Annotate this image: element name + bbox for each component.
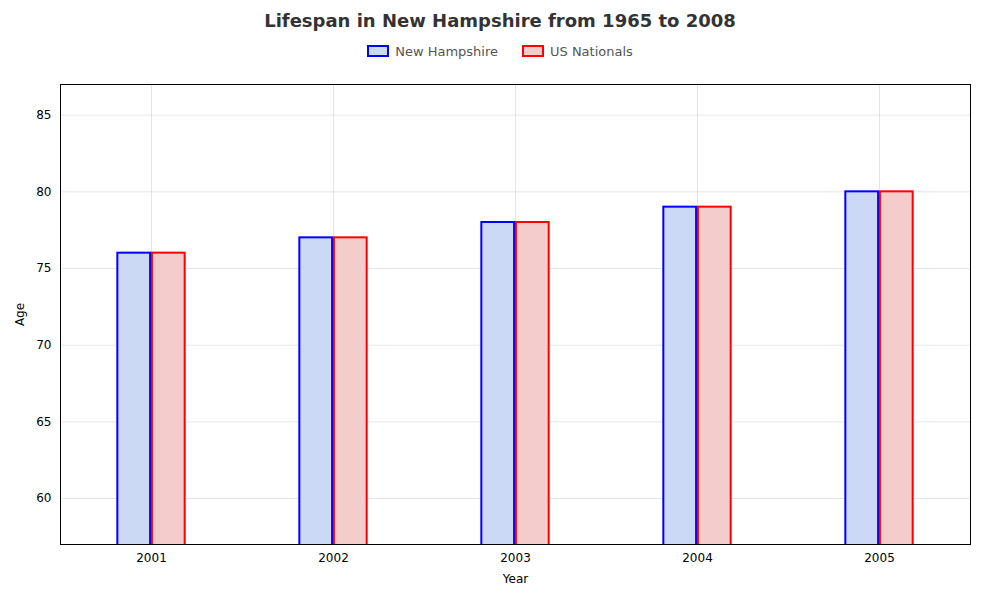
svg-text:75: 75 [36, 261, 51, 275]
svg-text:60: 60 [36, 491, 51, 505]
html-text:Lifespan in New Hampshire from: Lifespan in New Hampshire from 1965 to 2… [264, 10, 736, 31]
html-text:New Hampshire: New Hampshire [395, 43, 498, 59]
svg-text:2004: 2004 [682, 551, 713, 565]
svg-text:65: 65 [36, 415, 51, 429]
svg-text:70: 70 [36, 338, 51, 352]
svg-text:2002: 2002 [318, 551, 349, 565]
svg-text:2001: 2001 [136, 551, 167, 565]
svg-text:85: 85 [36, 108, 51, 122]
svg-text:80: 80 [36, 185, 51, 199]
html-text:US Nationals: US Nationals [550, 43, 633, 59]
svg-text:Year: Year [502, 572, 528, 586]
svg-text:Age: Age [13, 303, 27, 326]
svg-text:2003: 2003 [500, 551, 531, 565]
svg-text:2005: 2005 [864, 551, 895, 565]
